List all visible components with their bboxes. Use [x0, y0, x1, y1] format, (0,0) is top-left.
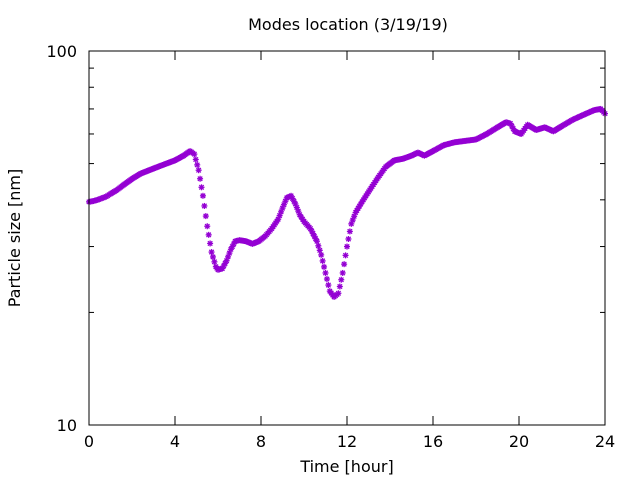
x-tick-label: 16	[423, 432, 443, 451]
data-point	[346, 228, 353, 235]
x-tick-label: 12	[337, 432, 357, 451]
data-point	[192, 156, 199, 163]
x-tick-label: 4	[170, 432, 180, 451]
data-point	[315, 242, 322, 249]
x-tick-label: 8	[256, 432, 266, 451]
data-point	[204, 223, 211, 230]
data-point	[345, 235, 352, 242]
data-point	[209, 253, 216, 260]
data-point	[338, 276, 345, 283]
data-point	[325, 282, 332, 289]
x-tick-label: 20	[509, 432, 529, 451]
data-point	[336, 283, 343, 290]
x-tick-label: 24	[595, 432, 615, 451]
data-point	[211, 258, 218, 265]
x-axis-label: Time [hour]	[299, 457, 393, 476]
data-point	[197, 175, 204, 182]
y-tick-label: 100	[46, 42, 77, 61]
data-point	[323, 276, 330, 283]
data-point	[341, 261, 348, 268]
data-point	[208, 249, 215, 256]
y-axis-label: Particle size [nm]	[5, 169, 24, 308]
data-point	[194, 161, 201, 168]
data-point	[318, 251, 325, 258]
x-tick-label: 0	[84, 432, 94, 451]
data-point	[339, 269, 346, 276]
data-point	[313, 238, 320, 245]
y-tick-label: 10	[57, 416, 77, 435]
data-point	[342, 252, 349, 259]
plot-frame	[88, 50, 606, 426]
data-point	[191, 151, 198, 158]
data-point	[276, 212, 283, 219]
data-point	[344, 243, 350, 250]
data-point	[316, 247, 323, 254]
data-point	[207, 240, 214, 247]
data-point	[198, 184, 205, 191]
data-point	[199, 192, 206, 199]
data-point	[205, 231, 212, 238]
data-point	[202, 213, 209, 220]
data-point	[335, 290, 342, 297]
data-point	[321, 263, 328, 270]
data-point	[295, 208, 302, 215]
data-point	[201, 202, 208, 209]
data-point	[319, 257, 326, 264]
chart-title: Modes location (3/19/19)	[248, 15, 448, 34]
data-point	[195, 167, 202, 174]
data-point	[322, 269, 329, 276]
